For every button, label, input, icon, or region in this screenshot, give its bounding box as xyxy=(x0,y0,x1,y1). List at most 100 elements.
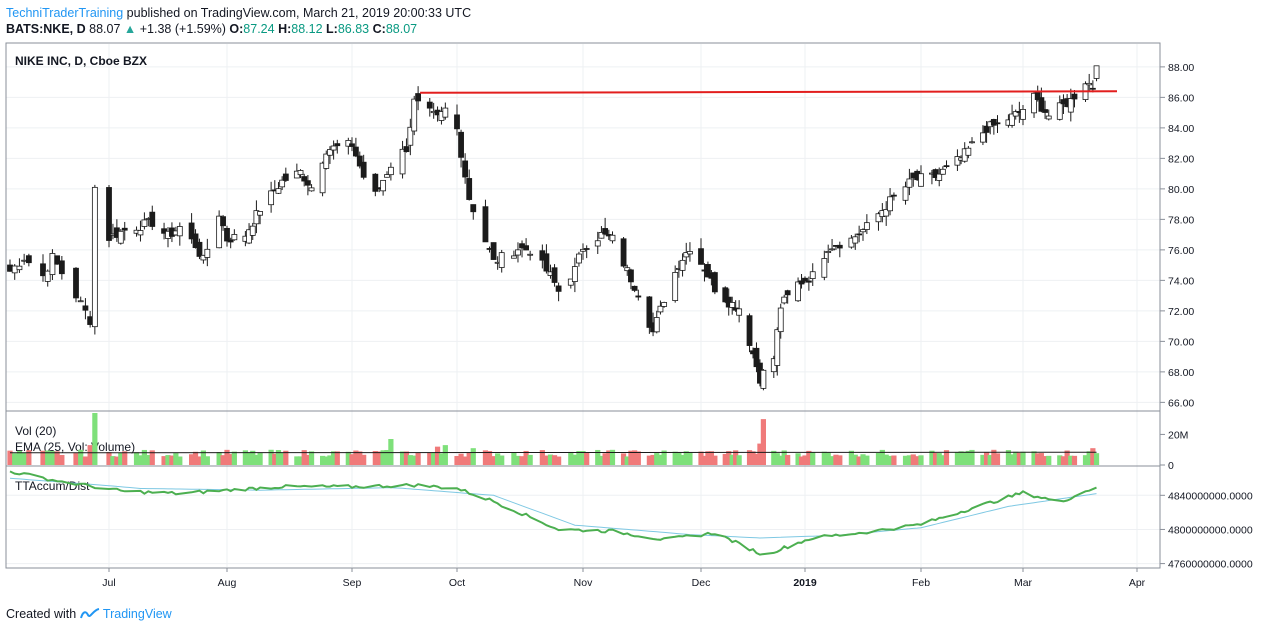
candle-up xyxy=(399,148,406,175)
volume-bar-up xyxy=(204,456,210,465)
volume-bar-down xyxy=(712,455,718,465)
volume-bar-up xyxy=(661,450,667,465)
candle-up xyxy=(580,248,586,252)
candle-up xyxy=(11,265,18,274)
candle-down xyxy=(356,155,363,167)
candle-up xyxy=(875,213,882,223)
candle-up xyxy=(231,234,238,241)
volume-bar-down xyxy=(122,451,128,465)
volume-bar-up xyxy=(672,451,678,465)
time-tick-label: Sep xyxy=(343,577,362,589)
published-info: published on TradingView.com, March 21, … xyxy=(126,6,472,20)
tradingview-logo-icon[interactable] xyxy=(79,607,100,619)
volume-bar-up xyxy=(875,452,882,465)
candle-up xyxy=(954,156,961,166)
volume-bar-up xyxy=(572,454,578,465)
volume-bar-up xyxy=(657,454,664,465)
high-label: H: xyxy=(278,22,292,36)
volume-bar-down xyxy=(943,450,950,465)
candle-up xyxy=(268,190,275,206)
candle-up xyxy=(852,236,859,244)
open-label: O: xyxy=(229,22,244,36)
volume-bar-up xyxy=(940,455,946,465)
candle-up xyxy=(257,211,263,216)
candle-up xyxy=(624,267,631,272)
volume-bar-up xyxy=(200,450,206,465)
volume-bar-down xyxy=(161,456,167,465)
candle-up xyxy=(319,162,326,194)
candle-down xyxy=(54,255,61,265)
volume-bar-down xyxy=(1042,456,1048,465)
volume-bar-up xyxy=(654,453,660,465)
candle-down xyxy=(555,285,562,292)
candle-up xyxy=(980,132,986,143)
candle-down xyxy=(990,119,997,126)
volume-bar-down xyxy=(701,455,708,465)
volume-bar-up xyxy=(331,451,337,465)
candle-down xyxy=(149,211,156,227)
candle-down xyxy=(462,160,469,178)
candle-up xyxy=(902,186,909,201)
resistance-line xyxy=(420,90,1118,94)
candle-up xyxy=(736,308,743,316)
ttaccum-tick-label: 4800000000.0000 xyxy=(1168,524,1253,536)
footer: Created with TradingView xyxy=(6,606,172,622)
volume-bar-up xyxy=(864,455,870,465)
candle-up xyxy=(598,232,605,239)
candle-down xyxy=(466,178,473,200)
volume-bar-up xyxy=(515,455,521,465)
volume-bar-up xyxy=(231,451,237,465)
volume-bar-down xyxy=(372,451,378,465)
volume-bar-up xyxy=(965,450,971,465)
volume-bar-up xyxy=(1005,450,1012,465)
author-name[interactable]: TechniTraderTraining xyxy=(6,6,124,20)
volume-bar-up xyxy=(879,449,885,465)
candle-down xyxy=(106,187,112,241)
candle-down xyxy=(188,222,195,240)
time-tick-label: Oct xyxy=(449,577,465,589)
volume-bar-down xyxy=(59,454,65,465)
open-value: 87.24 xyxy=(243,22,275,36)
symbol-label: BATS:NKE, D xyxy=(6,22,86,36)
candle-up xyxy=(760,369,767,389)
volume-bar-down xyxy=(726,451,732,465)
candle-up xyxy=(380,179,387,192)
volume-bar-down xyxy=(523,450,529,465)
candle-up xyxy=(1067,98,1074,113)
volume-bar-down xyxy=(40,450,46,465)
candle-down xyxy=(360,161,367,178)
volume-bar-up xyxy=(547,454,554,465)
candle-down xyxy=(932,169,939,178)
candle-up xyxy=(253,210,260,225)
candle-up xyxy=(657,305,664,313)
candle-up xyxy=(918,173,924,187)
candle-down xyxy=(282,173,289,181)
volume-bar-down xyxy=(192,451,199,465)
volume-bar-up xyxy=(268,449,274,465)
volume-bar-down xyxy=(415,452,421,465)
tradingview-brand[interactable]: TradingView xyxy=(102,607,172,621)
volume-bar-down xyxy=(932,452,939,465)
volume-bar-down xyxy=(228,454,234,465)
candle-down xyxy=(458,131,464,158)
volume-bar-up xyxy=(918,455,924,465)
candle-up xyxy=(411,98,418,132)
volume-bar-down xyxy=(283,450,289,465)
volume-bar-up xyxy=(683,451,689,465)
volume-bar-down xyxy=(757,443,763,465)
volume-bar-up xyxy=(568,451,574,465)
volume-bar-down xyxy=(189,454,195,465)
volume-bar-up xyxy=(576,451,582,465)
volume-bar-down xyxy=(7,450,13,465)
candle-up xyxy=(77,300,84,303)
price-tick-label: 68.00 xyxy=(1168,367,1194,379)
volume-bar-down xyxy=(73,453,79,465)
volume-bar-down xyxy=(26,450,32,465)
volume-bar-up xyxy=(1046,455,1052,465)
volume-bar-up xyxy=(12,453,18,465)
candle-up xyxy=(387,166,394,176)
candle-down xyxy=(805,280,812,283)
candle-down xyxy=(543,253,550,272)
price-tick-label: 88.00 xyxy=(1168,62,1194,74)
